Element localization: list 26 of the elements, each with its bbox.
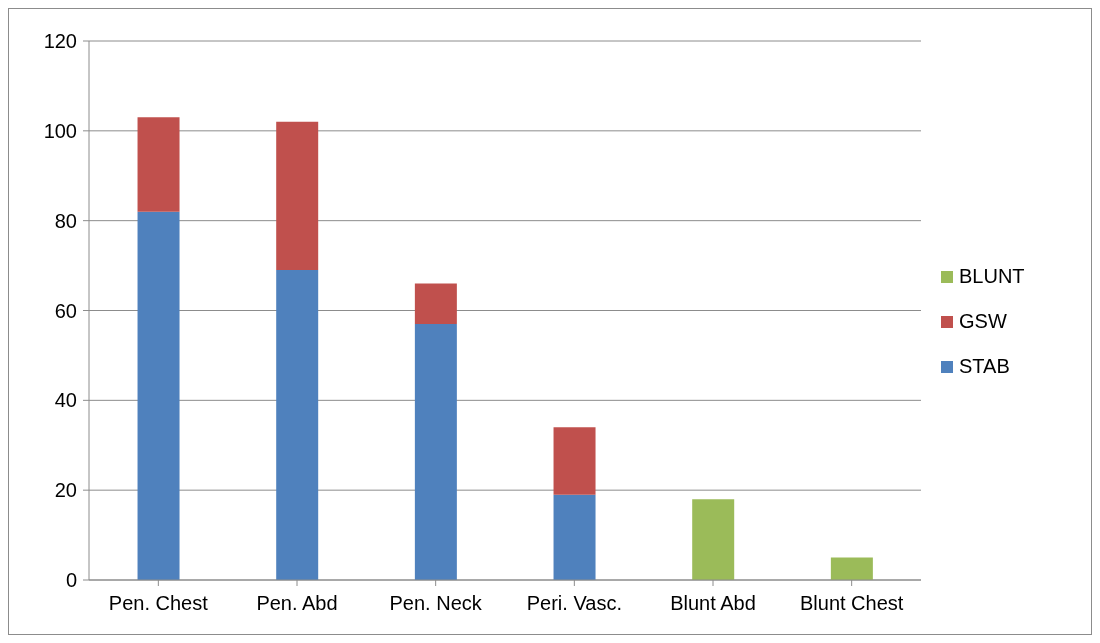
bar xyxy=(414,283,457,324)
y-tick-label: 20 xyxy=(54,479,77,502)
bar xyxy=(553,427,596,495)
y-tick-label: 100 xyxy=(43,119,77,142)
x-tick-label: Pen. Chest xyxy=(108,592,209,615)
legend-label: BLUNT xyxy=(959,265,1025,288)
x-tick-label: Pen. Abd xyxy=(256,592,338,615)
bar xyxy=(276,270,319,580)
bar xyxy=(553,494,596,580)
bar xyxy=(830,557,873,580)
bar xyxy=(137,211,180,580)
bar xyxy=(414,323,457,580)
y-tick-label: 0 xyxy=(65,569,77,592)
x-tick-label: Pen. Neck xyxy=(389,592,483,615)
y-tick-label: 120 xyxy=(43,30,77,53)
x-tick-label: Blunt Chest xyxy=(799,592,904,615)
legend-label: GSW xyxy=(959,310,1007,333)
y-tick-label: 40 xyxy=(54,389,77,412)
bar xyxy=(137,117,180,212)
y-tick-label: 80 xyxy=(54,209,77,232)
bar xyxy=(276,121,319,271)
y-tick-label: 60 xyxy=(54,299,77,322)
x-tick-label: Blunt Abd xyxy=(670,592,756,615)
bar xyxy=(692,499,735,580)
legend-label: STAB xyxy=(959,355,1010,378)
x-tick-label: Peri. Vasc. xyxy=(526,592,622,615)
